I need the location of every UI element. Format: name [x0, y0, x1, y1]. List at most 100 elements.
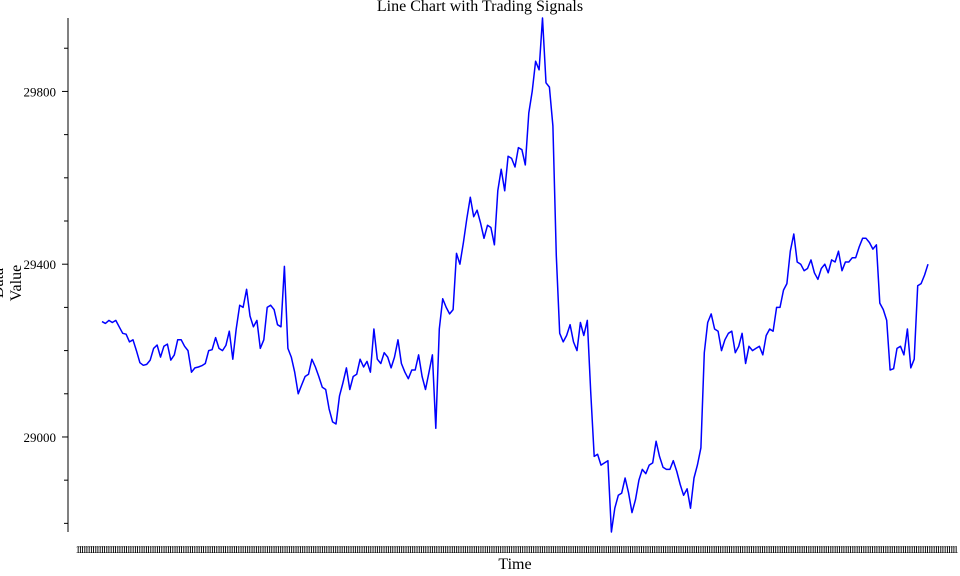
x-tick-label: 1: [366, 544, 372, 556]
x-tick-label: 1: [738, 544, 744, 556]
x-tick-label: 1: [700, 544, 706, 556]
x-tick-label: 1: [531, 544, 537, 556]
x-tick-label: 1: [342, 544, 348, 556]
x-tick-label: 1: [262, 544, 268, 556]
x-tick-label: 1: [498, 544, 504, 556]
x-tick-label: 1: [933, 544, 939, 556]
x-tick-label: 1: [551, 544, 557, 556]
x-tick-label: 1: [663, 544, 669, 556]
x-tick-label: 1: [234, 544, 240, 556]
x-tick-label: 1: [524, 544, 530, 556]
x-tick-label: 1: [771, 544, 777, 556]
x-tick-label: 1: [839, 544, 845, 556]
x-tick-label: 1: [716, 544, 722, 556]
x-tick-label: 1: [229, 544, 235, 556]
x-tick-label: 1: [295, 544, 301, 556]
x-tick-label: 1: [198, 544, 204, 556]
x-tick-label: 1: [77, 544, 83, 556]
x-tick-label: 1: [702, 544, 708, 556]
x-tick-label: 1: [711, 544, 717, 556]
x-tick-label: 1: [801, 544, 807, 556]
x-tick-label: 1: [621, 544, 627, 556]
x-tick-label: 1: [454, 544, 460, 556]
x-tick-label: 1: [408, 544, 414, 556]
x-tick-label: 1: [106, 544, 112, 556]
x-tick-label: 1: [826, 544, 832, 556]
x-tick-label: 1: [601, 544, 607, 556]
x-tick-label: 1: [854, 544, 860, 556]
x-tick-label: 1: [203, 544, 209, 556]
x-tick-label: 1: [306, 544, 312, 556]
x-tick-label: 1: [586, 544, 592, 556]
x-tick-label: 1: [75, 544, 81, 556]
x-tick-label: 1: [907, 544, 913, 556]
x-tick-label: 1: [126, 544, 132, 556]
x-tick-label: 1: [817, 544, 823, 556]
x-tick-label: 1: [146, 544, 152, 556]
x-tick-label: 1: [227, 544, 233, 556]
x-tick-label: 1: [606, 544, 612, 556]
x-tick-label: 1: [361, 544, 367, 556]
x-tick-label: 1: [793, 544, 799, 556]
x-tick-label: 1: [647, 544, 653, 556]
x-tick-label: 1: [929, 544, 935, 556]
x-tick-label: 1: [427, 544, 433, 556]
x-tick-label: 1: [650, 544, 656, 556]
x-tick-label: 1: [746, 544, 752, 556]
x-tick-label: 1: [768, 544, 774, 556]
x-tick-label: 1: [515, 544, 521, 556]
x-tick-label: 1: [467, 544, 473, 556]
x-tick-label: 1: [595, 544, 601, 556]
x-tick-label: 1: [289, 544, 295, 556]
x-tick-label: 1: [762, 544, 768, 556]
x-tick-label: 1: [672, 544, 678, 556]
x-tick-label: 1: [161, 544, 167, 556]
x-tick-label: 1: [667, 544, 673, 556]
x-tick-label: 1: [443, 544, 449, 556]
x-tick-label: 1: [799, 544, 805, 556]
x-tick-label: 1: [331, 544, 337, 556]
x-tick-label: 1: [438, 544, 444, 556]
x-tick-label: 1: [850, 544, 856, 556]
x-tick-label: 1: [216, 544, 222, 556]
x-tick-label: 1: [570, 544, 576, 556]
x-tick-label: 1: [456, 544, 462, 556]
x-tick-label: 1: [172, 544, 178, 556]
x-tick-label: 1: [920, 544, 926, 556]
x-tick-label: 1: [575, 544, 581, 556]
x-tick-label: 1: [452, 544, 458, 556]
x-tick-label: 1: [326, 544, 332, 556]
x-tick-label: 1: [914, 544, 920, 556]
x-tick-label: 1: [694, 544, 700, 556]
x-tick-label: 1: [121, 544, 127, 556]
x-tick-label: 1: [99, 544, 105, 556]
x-tick-label: 1: [544, 544, 550, 556]
x-tick-label: 1: [628, 544, 634, 556]
x-tick-label: 1: [696, 544, 702, 556]
x-tick-label: 1: [502, 544, 508, 556]
x-tick-label: 1: [542, 544, 548, 556]
x-tick-label: 1: [520, 544, 526, 556]
x-tick-label: 1: [733, 544, 739, 556]
x-tick-label: 1: [150, 544, 156, 556]
x-tick-label: 1: [500, 544, 506, 556]
x-tick-label: 1: [922, 544, 928, 556]
x-tick-label: 1: [918, 544, 924, 556]
x-tick-label: 1: [504, 544, 510, 556]
x-tick-label: 1: [896, 544, 902, 556]
y-axis-label: Data Value: [0, 264, 25, 302]
x-tick-label: 1: [674, 544, 680, 556]
x-tick-label: 1: [599, 544, 605, 556]
x-tick-label: 1: [258, 544, 264, 556]
x-tick-label: 1: [249, 544, 255, 556]
x-tick-label: 1: [720, 544, 726, 556]
x-tick-label: 1: [705, 544, 711, 556]
x-tick-label: 1: [610, 544, 616, 556]
x-tick-label: 1: [909, 544, 915, 556]
x-tick-label: 1: [636, 544, 642, 556]
x-tick-label: 1: [511, 544, 517, 556]
x-tick-label: 1: [80, 544, 86, 556]
x-tick-label: 1: [568, 544, 574, 556]
x-tick-label: 1: [577, 544, 583, 556]
x-tick-label: 1: [513, 544, 519, 556]
